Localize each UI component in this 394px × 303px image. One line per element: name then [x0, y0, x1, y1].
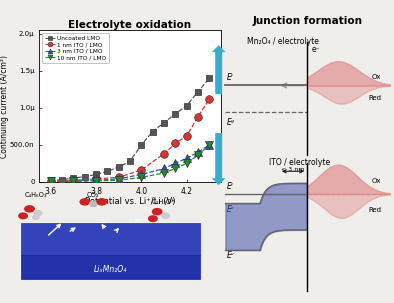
Text: Eᵛ: Eᵛ	[227, 251, 235, 260]
Text: Eᶜ: Eᶜ	[227, 205, 235, 214]
Text: < 3 nm: < 3 nm	[281, 167, 305, 171]
Text: Eᶠ: Eᶠ	[227, 182, 234, 191]
Text: CO₂: CO₂	[87, 192, 100, 198]
Text: Ox: Ox	[372, 74, 381, 80]
Text: Li⁺: Li⁺	[102, 219, 110, 224]
Text: Ox: Ox	[372, 178, 381, 184]
Text: C₂H₃O*: C₂H₃O*	[152, 199, 175, 205]
Circle shape	[97, 199, 106, 205]
Circle shape	[89, 201, 97, 207]
Y-axis label: Continuing current (A/cm²): Continuing current (A/cm²)	[0, 55, 9, 158]
Circle shape	[25, 206, 34, 212]
Text: H⁺: H⁺	[134, 219, 142, 224]
Polygon shape	[21, 255, 200, 279]
Text: e⁻: e⁻	[312, 45, 321, 55]
Circle shape	[33, 215, 39, 219]
Circle shape	[162, 213, 169, 218]
Text: Eᶢ: Eᶢ	[227, 118, 235, 127]
X-axis label: Potential vs. Li⁺/Li (V): Potential vs. Li⁺/Li (V)	[85, 197, 175, 206]
Circle shape	[149, 216, 157, 221]
Circle shape	[34, 211, 42, 216]
Text: Mn₂O₄ / electrolyte: Mn₂O₄ / electrolyte	[247, 37, 318, 46]
Circle shape	[80, 199, 89, 205]
Circle shape	[19, 213, 27, 219]
Text: C₄H₆O₃: C₄H₆O₃	[24, 192, 47, 198]
Text: Red: Red	[368, 207, 381, 213]
Text: Eᶠ: Eᶠ	[227, 73, 234, 82]
Text: LiₓMn₂O₄: LiₓMn₂O₄	[94, 265, 127, 274]
Title: Electrolyte oxidation: Electrolyte oxidation	[69, 19, 191, 29]
Circle shape	[152, 208, 162, 215]
Polygon shape	[21, 223, 200, 255]
Text: Junction formation: Junction formation	[252, 16, 362, 26]
Text: ITO / electrolyte: ITO / electrolyte	[269, 158, 331, 167]
Legend: Uncoated LMO, 1 nm ITO / LMO, 3 nm ITO / LMO, 10 nm ITO / LMO: Uncoated LMO, 1 nm ITO / LMO, 3 nm ITO /…	[42, 33, 109, 63]
Text: Red: Red	[368, 95, 381, 101]
